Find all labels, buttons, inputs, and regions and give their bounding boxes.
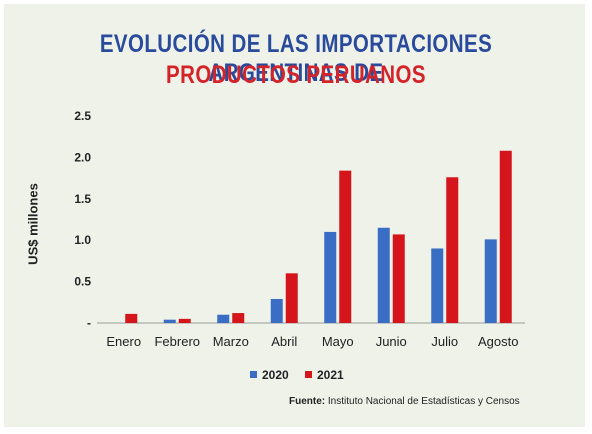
bar-2020-febrero [163, 319, 176, 323]
bar-2021-julio [446, 177, 459, 323]
chart-title-line-2: PRODUCTOS PERUANOS [166, 61, 426, 89]
bar-2020-junio [377, 227, 390, 323]
y-tick-label: 2.5 [74, 109, 91, 123]
bar-2021-mayo [339, 170, 352, 323]
bar-2021-febrero [178, 318, 191, 323]
bar-2020-julio [431, 248, 444, 323]
legend-swatch-2021 [305, 371, 312, 378]
legend-label-2021: 2021 [317, 368, 344, 382]
legend-label-2020: 2020 [262, 368, 289, 382]
y-tick-label: 2.0 [74, 150, 91, 164]
bar-2020-marzo [217, 314, 230, 323]
bar-2021-agosto [499, 150, 512, 323]
y-tick-label: 0.5 [74, 275, 91, 289]
x-tick-label: Agosto [478, 334, 518, 349]
x-tick-label: Abril [271, 334, 297, 349]
x-tick-label: Mayo [322, 334, 354, 349]
bar-2020-abril [270, 298, 283, 323]
bar-2020-mayo [324, 231, 337, 323]
bar-2020-agosto [484, 239, 497, 323]
bar-2021-enero [125, 313, 138, 323]
source-label: Fuente: [289, 396, 326, 407]
y-tick-label: 1.5 [74, 192, 91, 206]
bar-2021-abril [285, 273, 298, 323]
chart-panel [4, 4, 585, 427]
x-tick-label: Marzo [213, 334, 249, 349]
bar-2021-marzo [232, 313, 245, 323]
y-tick-label: 1.0 [74, 233, 91, 247]
chart-title-line-1: EVOLUCIÓN DE LAS IMPORTACIONES ARGENTINA… [99, 30, 493, 87]
bar-2021-junio [392, 234, 405, 323]
x-tick-label: Febrero [154, 334, 200, 349]
y-tick-label: - [87, 316, 91, 330]
source-note: Fuente: Instituto Nacional de Estadístic… [289, 396, 520, 407]
source-text: Instituto Nacional de Estadísticas y Cen… [327, 396, 520, 407]
x-tick-label: Julio [431, 334, 458, 349]
x-tick-label: Junio [376, 334, 407, 349]
legend-swatch-2020 [250, 371, 257, 378]
x-tick-label: Enero [106, 334, 141, 349]
